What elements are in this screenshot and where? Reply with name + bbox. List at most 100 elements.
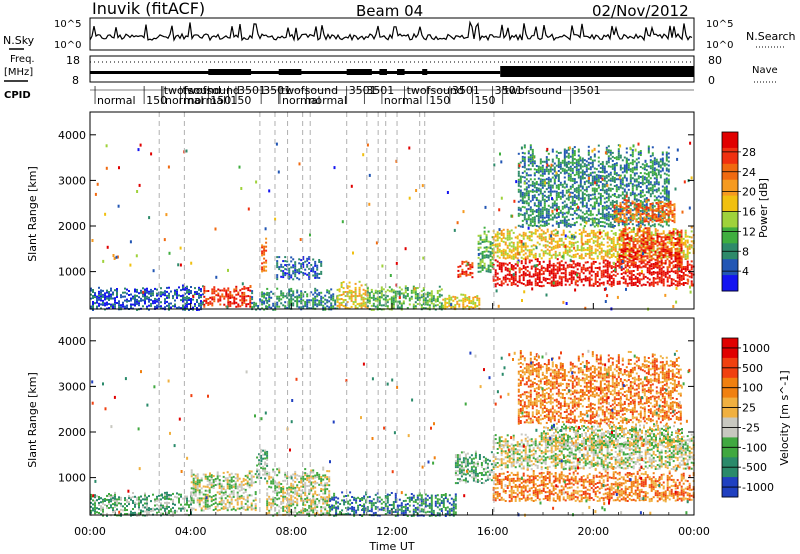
echo-point [360, 416, 362, 420]
echo-point [462, 210, 465, 214]
echo-point [687, 279, 690, 283]
echo-point [430, 426, 432, 430]
colorbar-tick-label: 20 [742, 186, 756, 199]
echo-point [675, 300, 678, 304]
echo-point [568, 193, 571, 197]
time-axis: 00:00 04:00 08:00 12:00 16:00 20:00 00:00 [74, 303, 710, 538]
echo-point [563, 480, 566, 484]
echo-point [561, 255, 564, 259]
echo-region [366, 285, 443, 311]
y-tick-label: 3000 [58, 174, 86, 187]
echo-point [689, 141, 692, 145]
echo-point [361, 507, 364, 511]
x-tick-label: 20:00 [577, 525, 609, 538]
cpid-mode-label: normal [97, 94, 136, 107]
echo-point [138, 467, 141, 471]
echo-point [610, 456, 613, 460]
echo-point [371, 437, 374, 440]
echo-region [190, 469, 257, 512]
echo-point [240, 187, 243, 190]
echo-point [634, 148, 637, 152]
echo-point [565, 302, 568, 305]
power-colorbar: 4 8 12 16 20 24 28 [721, 131, 756, 292]
nsky-tick-top: 10^5 [54, 19, 81, 30]
echo-point [477, 253, 480, 256]
echo-point [633, 354, 636, 358]
echo-point [630, 369, 633, 373]
echo-point [602, 484, 605, 487]
freq-unit-label: [MHz] [4, 67, 33, 78]
echo-point [207, 394, 209, 398]
echo-point [500, 160, 503, 164]
echo-point [497, 304, 500, 308]
cpid-mode-label: twofsound [183, 84, 240, 97]
echo-point [673, 352, 676, 356]
echo-point [641, 458, 644, 461]
nave-label: Nave [752, 65, 778, 76]
echo-point [521, 411, 524, 415]
echo-point [523, 181, 526, 185]
freq-trace [90, 61, 694, 77]
echo-point [581, 242, 584, 246]
echo-point [192, 295, 195, 298]
echo-point [640, 497, 642, 501]
echo-point [153, 385, 156, 389]
colorbar-tick-label: 4 [742, 265, 749, 278]
echo-point [260, 417, 263, 421]
x-axis-label: Time UT [368, 540, 414, 553]
echo-point [362, 362, 365, 366]
echo-point [556, 231, 559, 235]
echo-point [688, 466, 691, 470]
y-tick-label: 2000 [58, 426, 86, 439]
power-panel: 1000 2000 3000 4000 Slant Range [km] 4 8 12 16… [26, 111, 770, 311]
colorbar-tick-label: 24 [742, 166, 756, 179]
echo-point [298, 162, 301, 166]
echo-point [606, 294, 609, 298]
freq-trace-block [208, 69, 252, 75]
cpid-mode-label: 3501 [263, 84, 291, 97]
echo-point [551, 357, 553, 361]
date-title: 02/Nov/2012 [592, 2, 689, 20]
echo-point [627, 486, 630, 490]
echo-region [256, 448, 269, 480]
echo-point [676, 157, 679, 161]
echo-point [375, 241, 378, 245]
echo-point [641, 269, 643, 273]
echo-point [686, 500, 689, 504]
echo-point [415, 189, 418, 192]
x-tick-label: 08:00 [275, 525, 307, 538]
echo-point [105, 144, 108, 148]
echo-point [588, 176, 590, 180]
echo-point [574, 288, 577, 292]
echo-point [112, 254, 115, 257]
echo-point [104, 407, 107, 411]
echo-point [150, 152, 153, 156]
echo-point [498, 208, 501, 212]
echo-point [684, 241, 687, 245]
echo-point [179, 246, 182, 250]
echo-point [102, 382, 104, 386]
echo-point [289, 448, 291, 452]
echo-point [560, 429, 562, 432]
echo-point [581, 453, 584, 457]
echo-point [632, 144, 635, 148]
echo-point [521, 299, 523, 302]
echo-point [515, 460, 518, 464]
echo-point [91, 239, 94, 242]
echo-point [691, 283, 694, 287]
echo-point [588, 505, 591, 509]
cpid-mode-label: twofsound [505, 84, 562, 97]
echo-region [457, 260, 474, 279]
velocity-echoes [90, 348, 695, 517]
cpid-label: CPID [4, 90, 31, 101]
echo-point [332, 420, 335, 424]
echo-point [576, 273, 578, 277]
echo-point [571, 371, 574, 375]
echo-point [520, 476, 523, 480]
echo-point [479, 385, 482, 389]
echo-point [383, 426, 386, 430]
echo-region [442, 293, 481, 311]
echo-region [276, 256, 323, 281]
echo-point [264, 411, 267, 415]
echo-point [680, 446, 683, 450]
